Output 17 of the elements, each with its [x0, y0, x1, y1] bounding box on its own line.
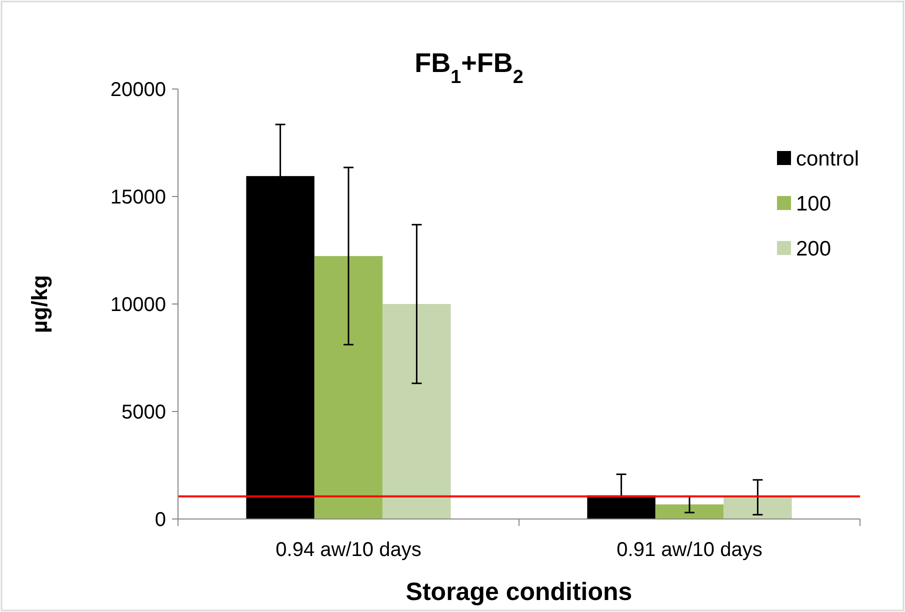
bar	[724, 497, 792, 519]
y-tick-label: 10000	[110, 294, 166, 316]
y-tick-label: 15000	[110, 186, 166, 208]
bar	[655, 504, 724, 519]
x-tick-label: 0.94 aw/10 days	[276, 539, 422, 561]
x-axis-title: Storage conditions	[406, 578, 632, 606]
legend-label: 200	[796, 237, 832, 260]
y-axis-title: µg/kg	[27, 275, 52, 333]
chart-title: FB$_{1}$+FB$_{2}$	[414, 48, 524, 88]
x-tick-label: 0.91 aw/10 days	[616, 539, 762, 561]
legend-label: 100	[796, 192, 832, 216]
legend-label: control	[796, 147, 860, 170]
y-tick-label: 0	[154, 509, 166, 531]
bar	[314, 256, 383, 519]
bar	[382, 304, 451, 519]
y-tick-label: 20000	[110, 79, 166, 101]
y-tick-label: 5000	[122, 402, 166, 424]
